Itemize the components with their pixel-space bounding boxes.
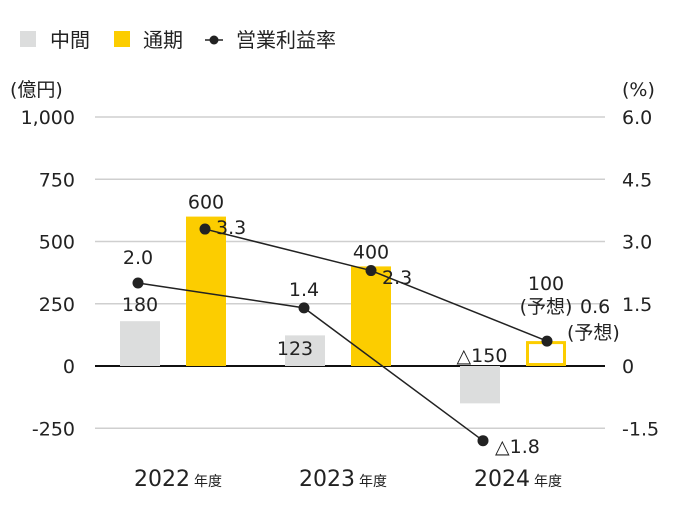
left-tick-label: 0 (63, 356, 75, 378)
legend: 中間 通期 営業利益率 (20, 28, 336, 52)
line-point (477, 435, 489, 447)
line-point (298, 302, 310, 314)
bar-label-interim: 180 (122, 294, 158, 316)
line-point (541, 335, 553, 347)
legend-label-fullyear: 通期 (143, 28, 183, 52)
left-tick-label: 250 (39, 294, 75, 316)
legend-label-margin: 営業利益率 (236, 28, 336, 52)
left-tick-label: 1,000 (21, 107, 75, 129)
legend-label-interim: 中間 (50, 28, 90, 52)
forecast-note-margin: (予想) (567, 322, 620, 344)
bar-label-interim: 123 (277, 338, 313, 360)
right-axis-unit: (%) (622, 79, 655, 101)
line-label-interim: 1.4 (289, 279, 319, 301)
right-tick-label: 0 (622, 356, 634, 378)
left-axis-unit: (億円) (10, 79, 63, 101)
bar-label-interim: △150 (457, 345, 508, 367)
line-label-fullyear: 3.3 (216, 217, 246, 239)
right-tick-label: 3.0 (622, 232, 652, 254)
category-suffix: 年度 (194, 474, 222, 490)
bar-label-fullyear: 600 (188, 192, 224, 214)
line-point (365, 265, 377, 277)
left-tick-label: 500 (39, 232, 75, 254)
category-label: 2024 (474, 467, 530, 492)
forecast-note: (予想) (520, 296, 573, 318)
bar-interim (285, 335, 325, 366)
category-label: 2022 (134, 467, 190, 492)
bar-interim (460, 366, 500, 404)
bar-label-fullyear: 400 (353, 241, 389, 263)
bar-interim (120, 321, 160, 366)
bar-fullyear (351, 266, 391, 366)
right-tick-label: 4.5 (622, 169, 652, 191)
category-label: 2023 (299, 467, 355, 492)
line-point (199, 223, 211, 235)
legend-swatch-interim (20, 31, 36, 47)
left-tick-label: -250 (32, 418, 75, 440)
legend-swatch-fullyear (114, 31, 130, 47)
line-label-fullyear: 2.3 (382, 267, 412, 289)
right-tick-label: -1.5 (622, 418, 659, 440)
category-suffix: 年度 (359, 474, 387, 490)
right-tick-label: 1.5 (622, 294, 652, 316)
line-label-interim: △1.8 (495, 436, 540, 458)
legend-marker-icon (209, 35, 219, 45)
left-tick-label: 750 (39, 169, 75, 191)
category-suffix: 年度 (534, 474, 562, 490)
right-tick-label: 6.0 (622, 107, 652, 129)
line-label-fullyear: 0.6 (580, 296, 610, 318)
line-label-interim: 2.0 (123, 247, 153, 269)
line-point (132, 277, 144, 289)
bar-label-fullyear: 100 (528, 273, 564, 295)
